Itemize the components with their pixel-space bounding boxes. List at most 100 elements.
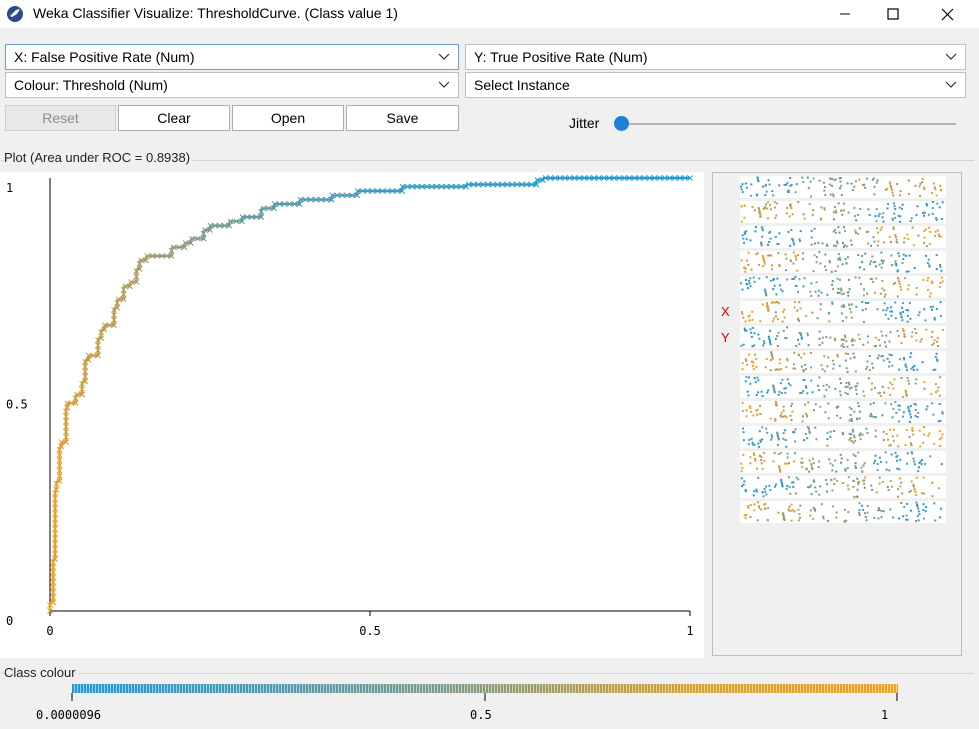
- attribute-strip[interactable]: [740, 351, 946, 373]
- attribute-strip-point: [808, 431, 811, 434]
- roc-point: [111, 322, 117, 329]
- roc-chart[interactable]: 0 0.5 110.50: [0, 172, 704, 658]
- attribute-strip-point: [887, 438, 889, 441]
- clear-button[interactable]: Clear: [118, 105, 230, 131]
- attribute-strip-point: [911, 226, 914, 229]
- minimize-button[interactable]: [820, 0, 870, 28]
- attribute-strip-point: [816, 317, 819, 320]
- attribute-strip-point: [852, 430, 855, 433]
- attribute-strip-point: [858, 480, 861, 483]
- attribute-strip-point: [854, 385, 857, 388]
- attribute-strip[interactable]: [740, 476, 946, 498]
- attribute-strip-point: [758, 209, 761, 212]
- attribute-strip-point: [906, 320, 909, 323]
- roc-point: [200, 235, 207, 242]
- attribute-strip[interactable]: [740, 376, 946, 398]
- attribute-strip[interactable]: [740, 451, 946, 473]
- attribute-strip-point: [936, 337, 939, 340]
- attribute-strip-point: [792, 242, 795, 245]
- attribute-strip-point: [777, 302, 780, 305]
- attribute-strip-point: [906, 233, 909, 236]
- attribute-strip-point: [829, 193, 832, 196]
- attribute-strip-point: [802, 368, 805, 371]
- roc-point: [170, 244, 177, 251]
- x-axis-select[interactable]: X: False Positive Rate (Num): [5, 44, 459, 70]
- attribute-strip-point: [865, 519, 868, 522]
- attribute-strip[interactable]: [740, 326, 946, 348]
- attribute-strip-point: [914, 414, 917, 417]
- attribute-strip-point: [751, 441, 754, 444]
- colour-select[interactable]: Colour: Threshold (Num): [5, 72, 459, 98]
- attribute-strip-point: [842, 339, 845, 342]
- roc-point: [379, 188, 386, 194]
- attribute-strip-point: [847, 476, 850, 479]
- attribute-strip-point: [852, 479, 855, 482]
- attribute-strip[interactable]: [740, 201, 946, 223]
- attribute-strip-point: [844, 468, 847, 471]
- attribute-strip-point: [770, 434, 773, 437]
- attribute-strip-point: [861, 433, 864, 436]
- attribute-strip-point: [879, 292, 882, 295]
- attribute-panel[interactable]: X Y: [712, 172, 962, 656]
- attribute-strip-point: [761, 229, 764, 232]
- open-button[interactable]: Open: [232, 105, 344, 131]
- attribute-strip[interactable]: [740, 426, 946, 448]
- attribute-strip[interactable]: [740, 251, 946, 273]
- attribute-strip-point: [743, 514, 746, 517]
- attribute-strip-point: [918, 513, 921, 516]
- attribute-strip-point: [774, 485, 776, 488]
- attribute-strip-point: [794, 452, 796, 455]
- roc-point: [258, 208, 265, 215]
- attribute-strip-point: [842, 433, 844, 436]
- maximize-button[interactable]: [868, 0, 918, 28]
- roc-point: [651, 175, 658, 181]
- attribute-strip-plot: [740, 476, 941, 498]
- attribute-strip-point: [802, 390, 805, 393]
- attribute-strip-point: [858, 410, 861, 413]
- roc-point: [52, 556, 58, 562]
- attribute-strip-point: [791, 213, 794, 216]
- attribute-strip-point: [823, 189, 826, 192]
- attribute-strip[interactable]: [740, 176, 946, 198]
- save-button[interactable]: Save: [346, 105, 459, 131]
- attribute-strip-point: [789, 414, 792, 417]
- attribute-strip-point: [774, 368, 777, 371]
- plot-area[interactable]: 0 0.5 1 1 0.5 0: [0, 172, 704, 658]
- attribute-strip-point: [750, 194, 753, 197]
- attribute-strip-point: [765, 485, 767, 488]
- attribute-strip[interactable]: [740, 401, 946, 423]
- roc-point: [53, 486, 60, 493]
- jitter-slider-track[interactable]: [622, 123, 956, 125]
- reset-button[interactable]: Reset: [5, 105, 116, 131]
- attribute-strip-point: [849, 239, 852, 242]
- attribute-strip-point: [866, 335, 869, 338]
- attribute-strip-point: [745, 514, 748, 516]
- instance-select[interactable]: Select Instance: [465, 72, 966, 98]
- jitter-slider-thumb[interactable]: [614, 116, 629, 131]
- attribute-strip-point: [764, 291, 767, 294]
- attribute-strip[interactable]: [740, 276, 946, 298]
- attribute-strip-point: [777, 453, 780, 456]
- attribute-strip-point: [924, 319, 927, 322]
- attribute-strip-point: [768, 484, 771, 487]
- attribute-strip[interactable]: [740, 301, 946, 323]
- attribute-strip-point: [752, 364, 754, 367]
- close-button[interactable]: [922, 0, 972, 28]
- attribute-strip-point: [766, 431, 769, 434]
- attribute-strip-point: [828, 320, 831, 323]
- attribute-strip-point: [842, 482, 845, 484]
- attribute-strip-point: [749, 456, 752, 459]
- attribute-strip[interactable]: [740, 501, 946, 523]
- attribute-strip-point: [822, 384, 825, 387]
- y-axis-select[interactable]: Y: True Positive Rate (Num): [465, 44, 966, 70]
- attribute-strip-point: [794, 191, 797, 194]
- attribute-strip-point: [840, 287, 842, 290]
- attribute-strip-point: [896, 467, 899, 470]
- attribute-strip-point: [911, 426, 914, 429]
- class-colour-tick-mid: 0.5: [470, 708, 492, 722]
- attribute-strip-point: [869, 415, 872, 418]
- attribute-strip-point: [760, 462, 763, 465]
- attribute-strip[interactable]: [740, 226, 946, 248]
- attribute-strip-point: [840, 457, 843, 460]
- attribute-strip-point: [744, 517, 747, 520]
